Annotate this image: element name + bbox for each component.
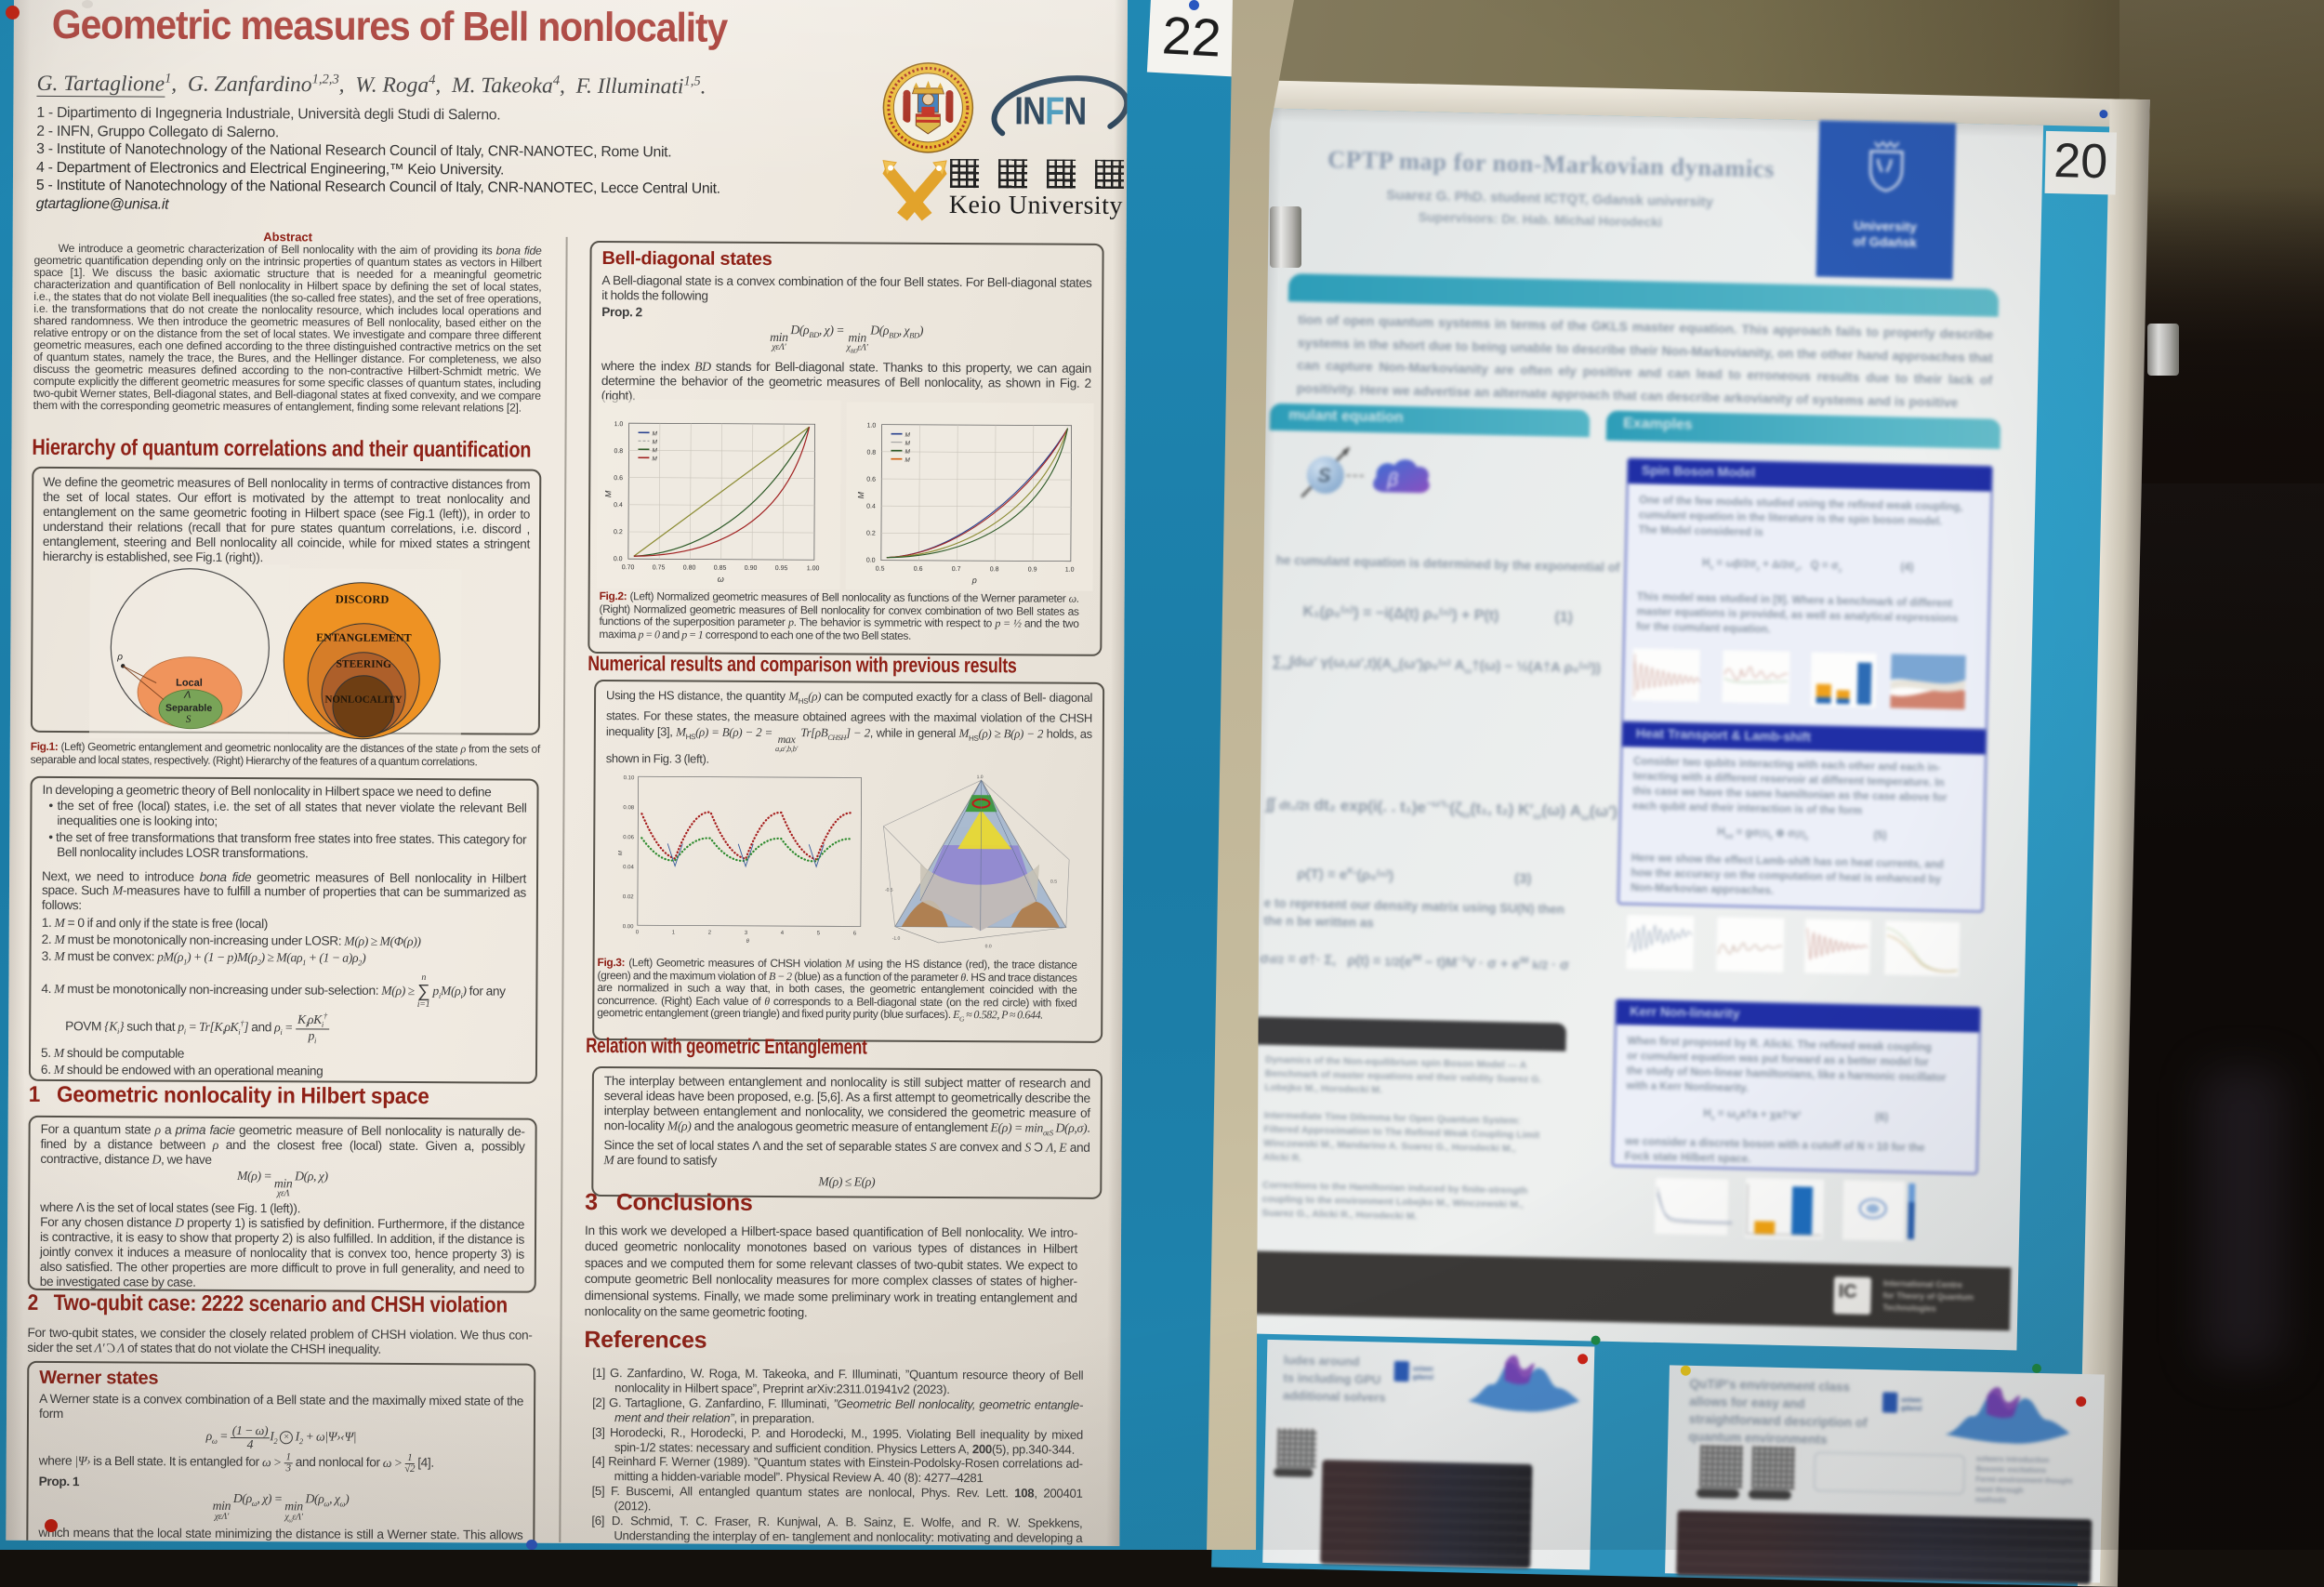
svg-text:β: β [1386, 469, 1398, 490]
svg-text:S: S [1317, 466, 1330, 486]
svg-text:uniwersytet: uniwersytet [1901, 1397, 1921, 1405]
svg-text:uniwersytet: uniwersytet [1413, 1366, 1433, 1373]
svg-text:gdanski: gdanski [1901, 1406, 1921, 1413]
svg-text:gdanski: gdanski [1413, 1374, 1433, 1382]
